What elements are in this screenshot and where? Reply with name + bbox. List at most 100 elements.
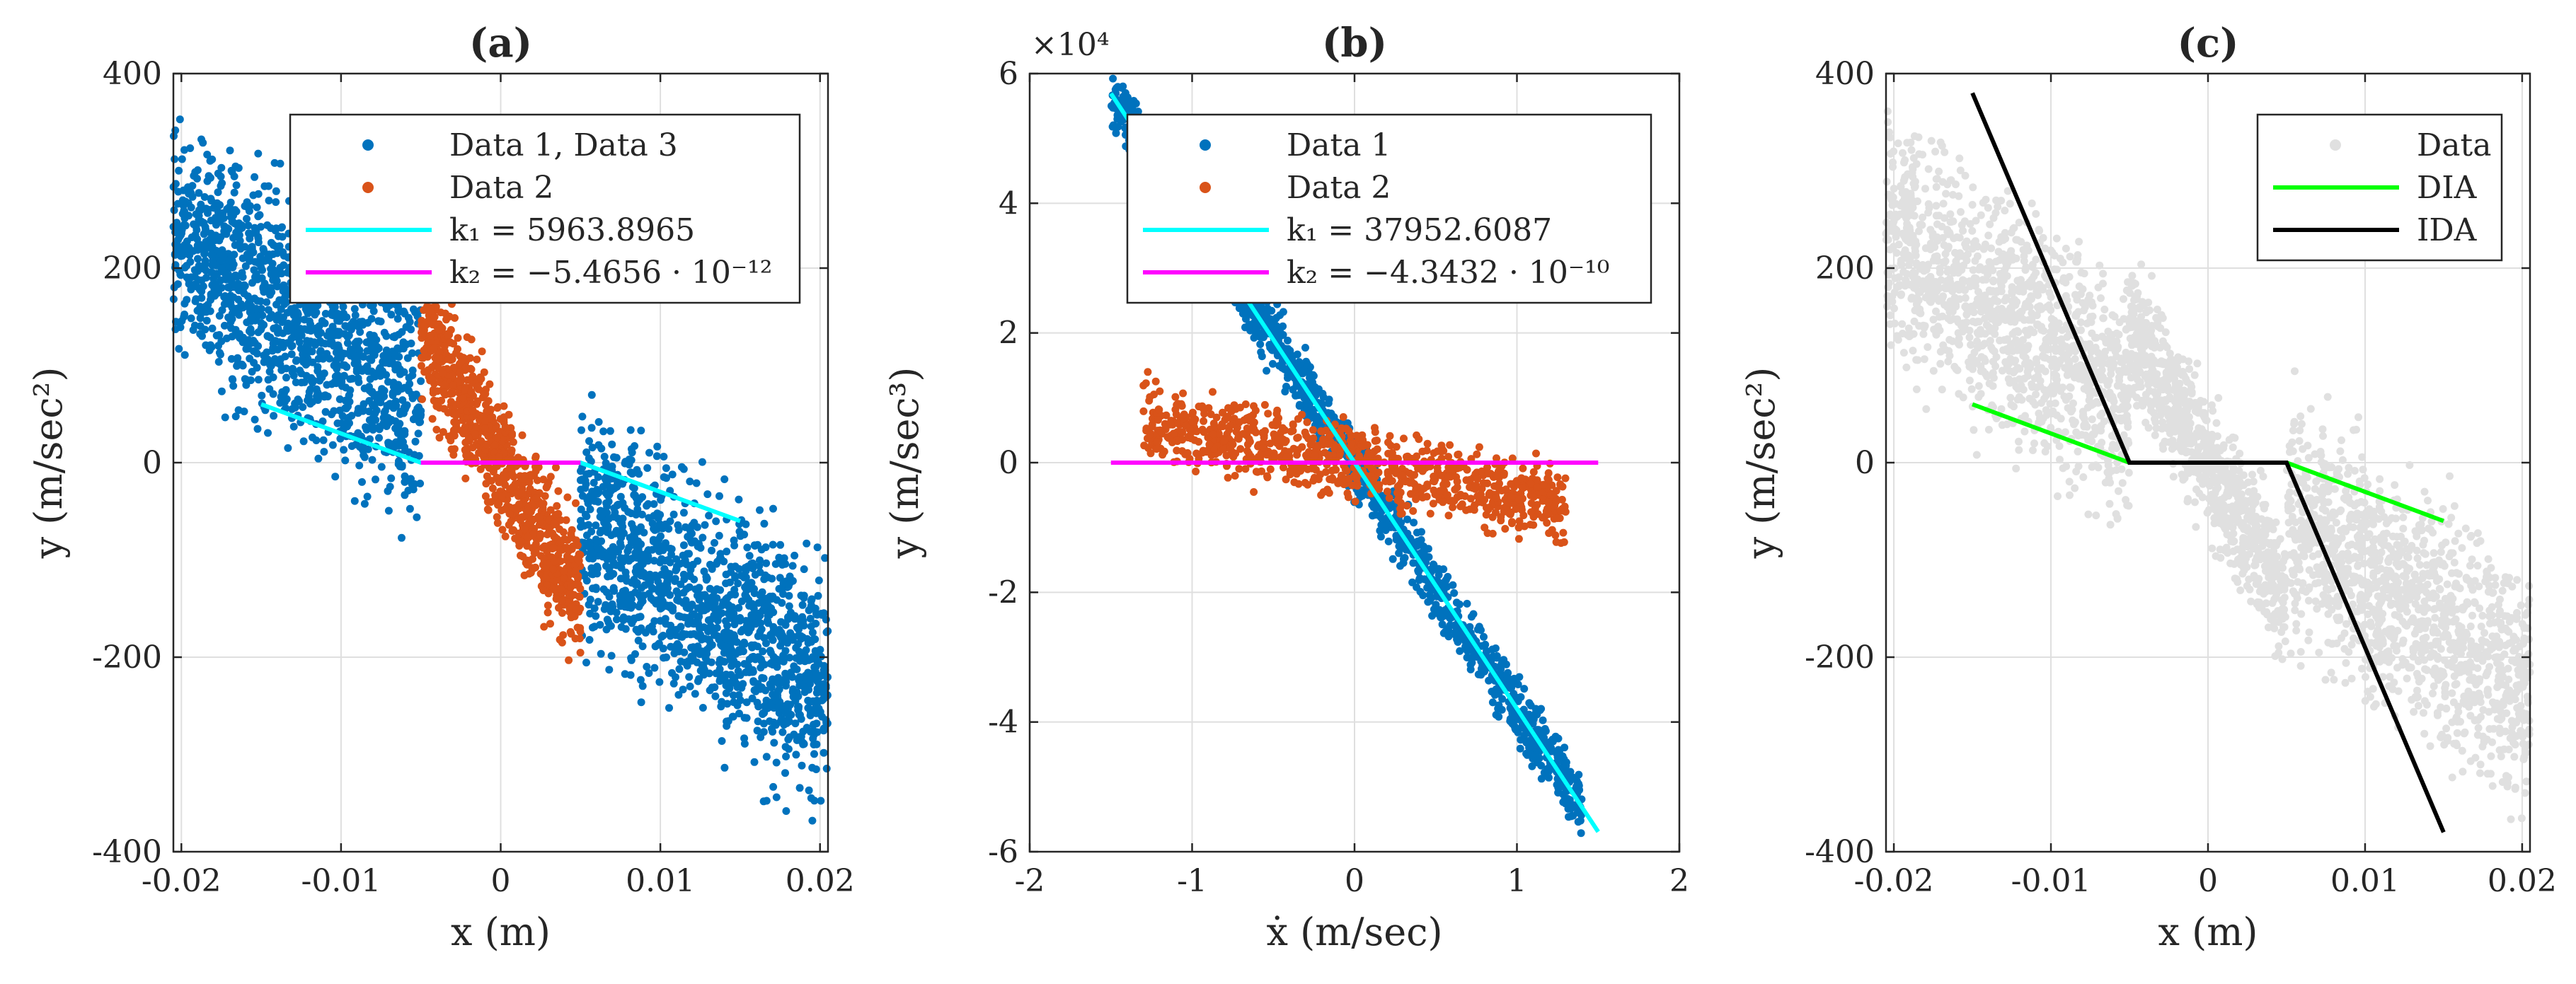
- scatter-point-data-1-data-3: [381, 359, 390, 367]
- scatter-point-data-1: [1295, 391, 1304, 399]
- scatter-point-data-1-data-3: [630, 531, 638, 539]
- scatter-point-data-1-data-3: [398, 328, 406, 336]
- scatter-point-data-1: [1537, 761, 1546, 770]
- scatter-point-data-1-data-3: [190, 266, 199, 274]
- scatter-point-data-1-data-3: [220, 321, 229, 330]
- scatter-point-data-1-data-3: [633, 497, 642, 505]
- scatter-point-data-1-data-3: [619, 587, 627, 596]
- scatter-point-data-1-data-3: [254, 149, 263, 158]
- scatter-point-data-1-data-3: [321, 310, 330, 318]
- scatter-point-data-1-data-3: [225, 257, 234, 265]
- scatter-point-data-1-data-3: [203, 151, 212, 158]
- scatter-point-data-1-data-3: [316, 375, 325, 383]
- scatter-point-data-1-data-3: [692, 479, 701, 487]
- scatter-point-data-1: [1495, 712, 1503, 721]
- scatter-point-data-1-data-3: [605, 666, 614, 674]
- scatter-point-data-1-data-3: [229, 293, 238, 301]
- scatter-point-data-1-data-3: [815, 577, 823, 584]
- scatter-point-data-1: [1376, 533, 1385, 541]
- scatter-point-data-2: [481, 417, 489, 425]
- scatter-point-data-1-data-3: [795, 647, 803, 656]
- scatter-point-data-1-data-3: [724, 717, 732, 725]
- scatter-point-data-1-data-3: [229, 263, 237, 272]
- scatter-point-data-1-data-3: [767, 702, 776, 710]
- scatter-point-data-1-data-3: [216, 201, 224, 209]
- scatter-point-data-1-data-3: [202, 341, 210, 349]
- scatter-point-data-1-data-3: [361, 364, 369, 373]
- scatter-point-data-2: [559, 528, 568, 536]
- scatter-point-data-1-data-3: [197, 287, 206, 296]
- scatter-point-data-1-data-3: [272, 187, 280, 195]
- scatter-point-data-1-data-3: [771, 721, 780, 729]
- scatter-point-data-1-data-3: [277, 224, 286, 232]
- scatter-point-data-1-data-3: [697, 635, 706, 644]
- scatter-point-data-1-data-3: [637, 594, 645, 602]
- scatter-point-data-1-data-3: [668, 668, 676, 677]
- scatter-point-data-1-data-3: [360, 353, 367, 361]
- scatter-point-data-1-data-3: [594, 598, 602, 606]
- scatter-point-data-2: [570, 612, 579, 620]
- scatter-point-data-1: [1396, 562, 1404, 570]
- scatter-point-data-1-data-3: [258, 391, 266, 400]
- scatter-point-data-1-data-3: [778, 631, 786, 639]
- scatter-point-data-1-data-3: [231, 219, 239, 228]
- scatter-point-data-2: [567, 583, 575, 591]
- scatter-point-data-1-data-3: [176, 233, 183, 241]
- scatter-point-data-1-data-3: [679, 685, 687, 694]
- scatter-point-data-1-data-3: [743, 543, 752, 552]
- scatter-point-data-1-data-3: [711, 692, 720, 700]
- scatter-point-data-1-data-3: [253, 424, 262, 433]
- scatter-point-data-1-data-3: [669, 510, 678, 519]
- scatter-point-data-1-data-3: [195, 189, 203, 197]
- scatter-point-data-1-data-3: [258, 311, 267, 320]
- scatter-point-data-2: [549, 565, 558, 574]
- scatter-point-data-1-data-3: [202, 266, 210, 274]
- scatter-point-data-2: [491, 491, 500, 499]
- scatter-point-data-1-data-3: [409, 485, 418, 494]
- scatter-point-data-1: [1466, 665, 1475, 673]
- scatter-point-data-2: [471, 430, 479, 439]
- scatter-point-data-1-data-3: [592, 536, 600, 544]
- scatter-point-data-1-data-3: [753, 698, 761, 707]
- scatter-point-data-1-data-3: [175, 245, 183, 253]
- scatter-point-data-1-data-3: [812, 703, 821, 712]
- scatter-point-data-2: [449, 451, 458, 459]
- scatter-point-data-1-data-3: [606, 607, 615, 615]
- scatter-point-data-1-data-3: [229, 212, 238, 220]
- scatter-point-data-1-data-3: [609, 560, 618, 569]
- scatter-point-data-1: [1446, 614, 1454, 623]
- scatter-point-data-2: [493, 519, 502, 527]
- scatter-point-data-2: [576, 627, 585, 636]
- scatter-point-data-1: [1256, 340, 1265, 349]
- scatter-point-data-2: [433, 387, 442, 395]
- scatter-point-data-2: [571, 635, 580, 643]
- scatter-point-data-2: [539, 586, 548, 594]
- scatter-point-data-1-data-3: [401, 430, 409, 439]
- scatter-point-data-1-data-3: [366, 375, 374, 383]
- scatter-point-data-1: [1444, 572, 1452, 581]
- scatter-point-data-1: [1467, 613, 1476, 621]
- legend-marker: [362, 139, 374, 151]
- scatter-point-data-1-data-3: [372, 475, 379, 484]
- scatter-point-data-1-data-3: [208, 324, 217, 332]
- scatter-point-data-1: [1530, 751, 1539, 760]
- scatter-point-data-1-data-3: [340, 446, 348, 454]
- scatter-point-data-1-data-3: [637, 624, 645, 632]
- scatter-point-data-1-data-3: [682, 630, 690, 639]
- scatter-point-data-1-data-3: [333, 310, 342, 318]
- scatter-point-data-1-data-3: [389, 383, 398, 391]
- scatter-point-data-1-data-3: [757, 664, 765, 672]
- scatter-point-data-1-data-3: [769, 540, 777, 549]
- scatter-point-data-1-data-3: [339, 361, 347, 369]
- scatter-point-data-1-data-3: [272, 277, 281, 285]
- scatter-point-data-2: [501, 532, 510, 540]
- scatter-point-data-1-data-3: [196, 303, 205, 311]
- scatter-point-data-1-data-3: [242, 381, 251, 389]
- scatter-point-data-2: [463, 376, 471, 384]
- scatter-point-data-1-data-3: [288, 405, 297, 413]
- scatter-point-data-1-data-3: [581, 477, 590, 485]
- scatter-point-data-1-data-3: [342, 383, 350, 392]
- scatter-point-data-1-data-3: [694, 542, 702, 550]
- scatter-point-data-1-data-3: [769, 504, 777, 513]
